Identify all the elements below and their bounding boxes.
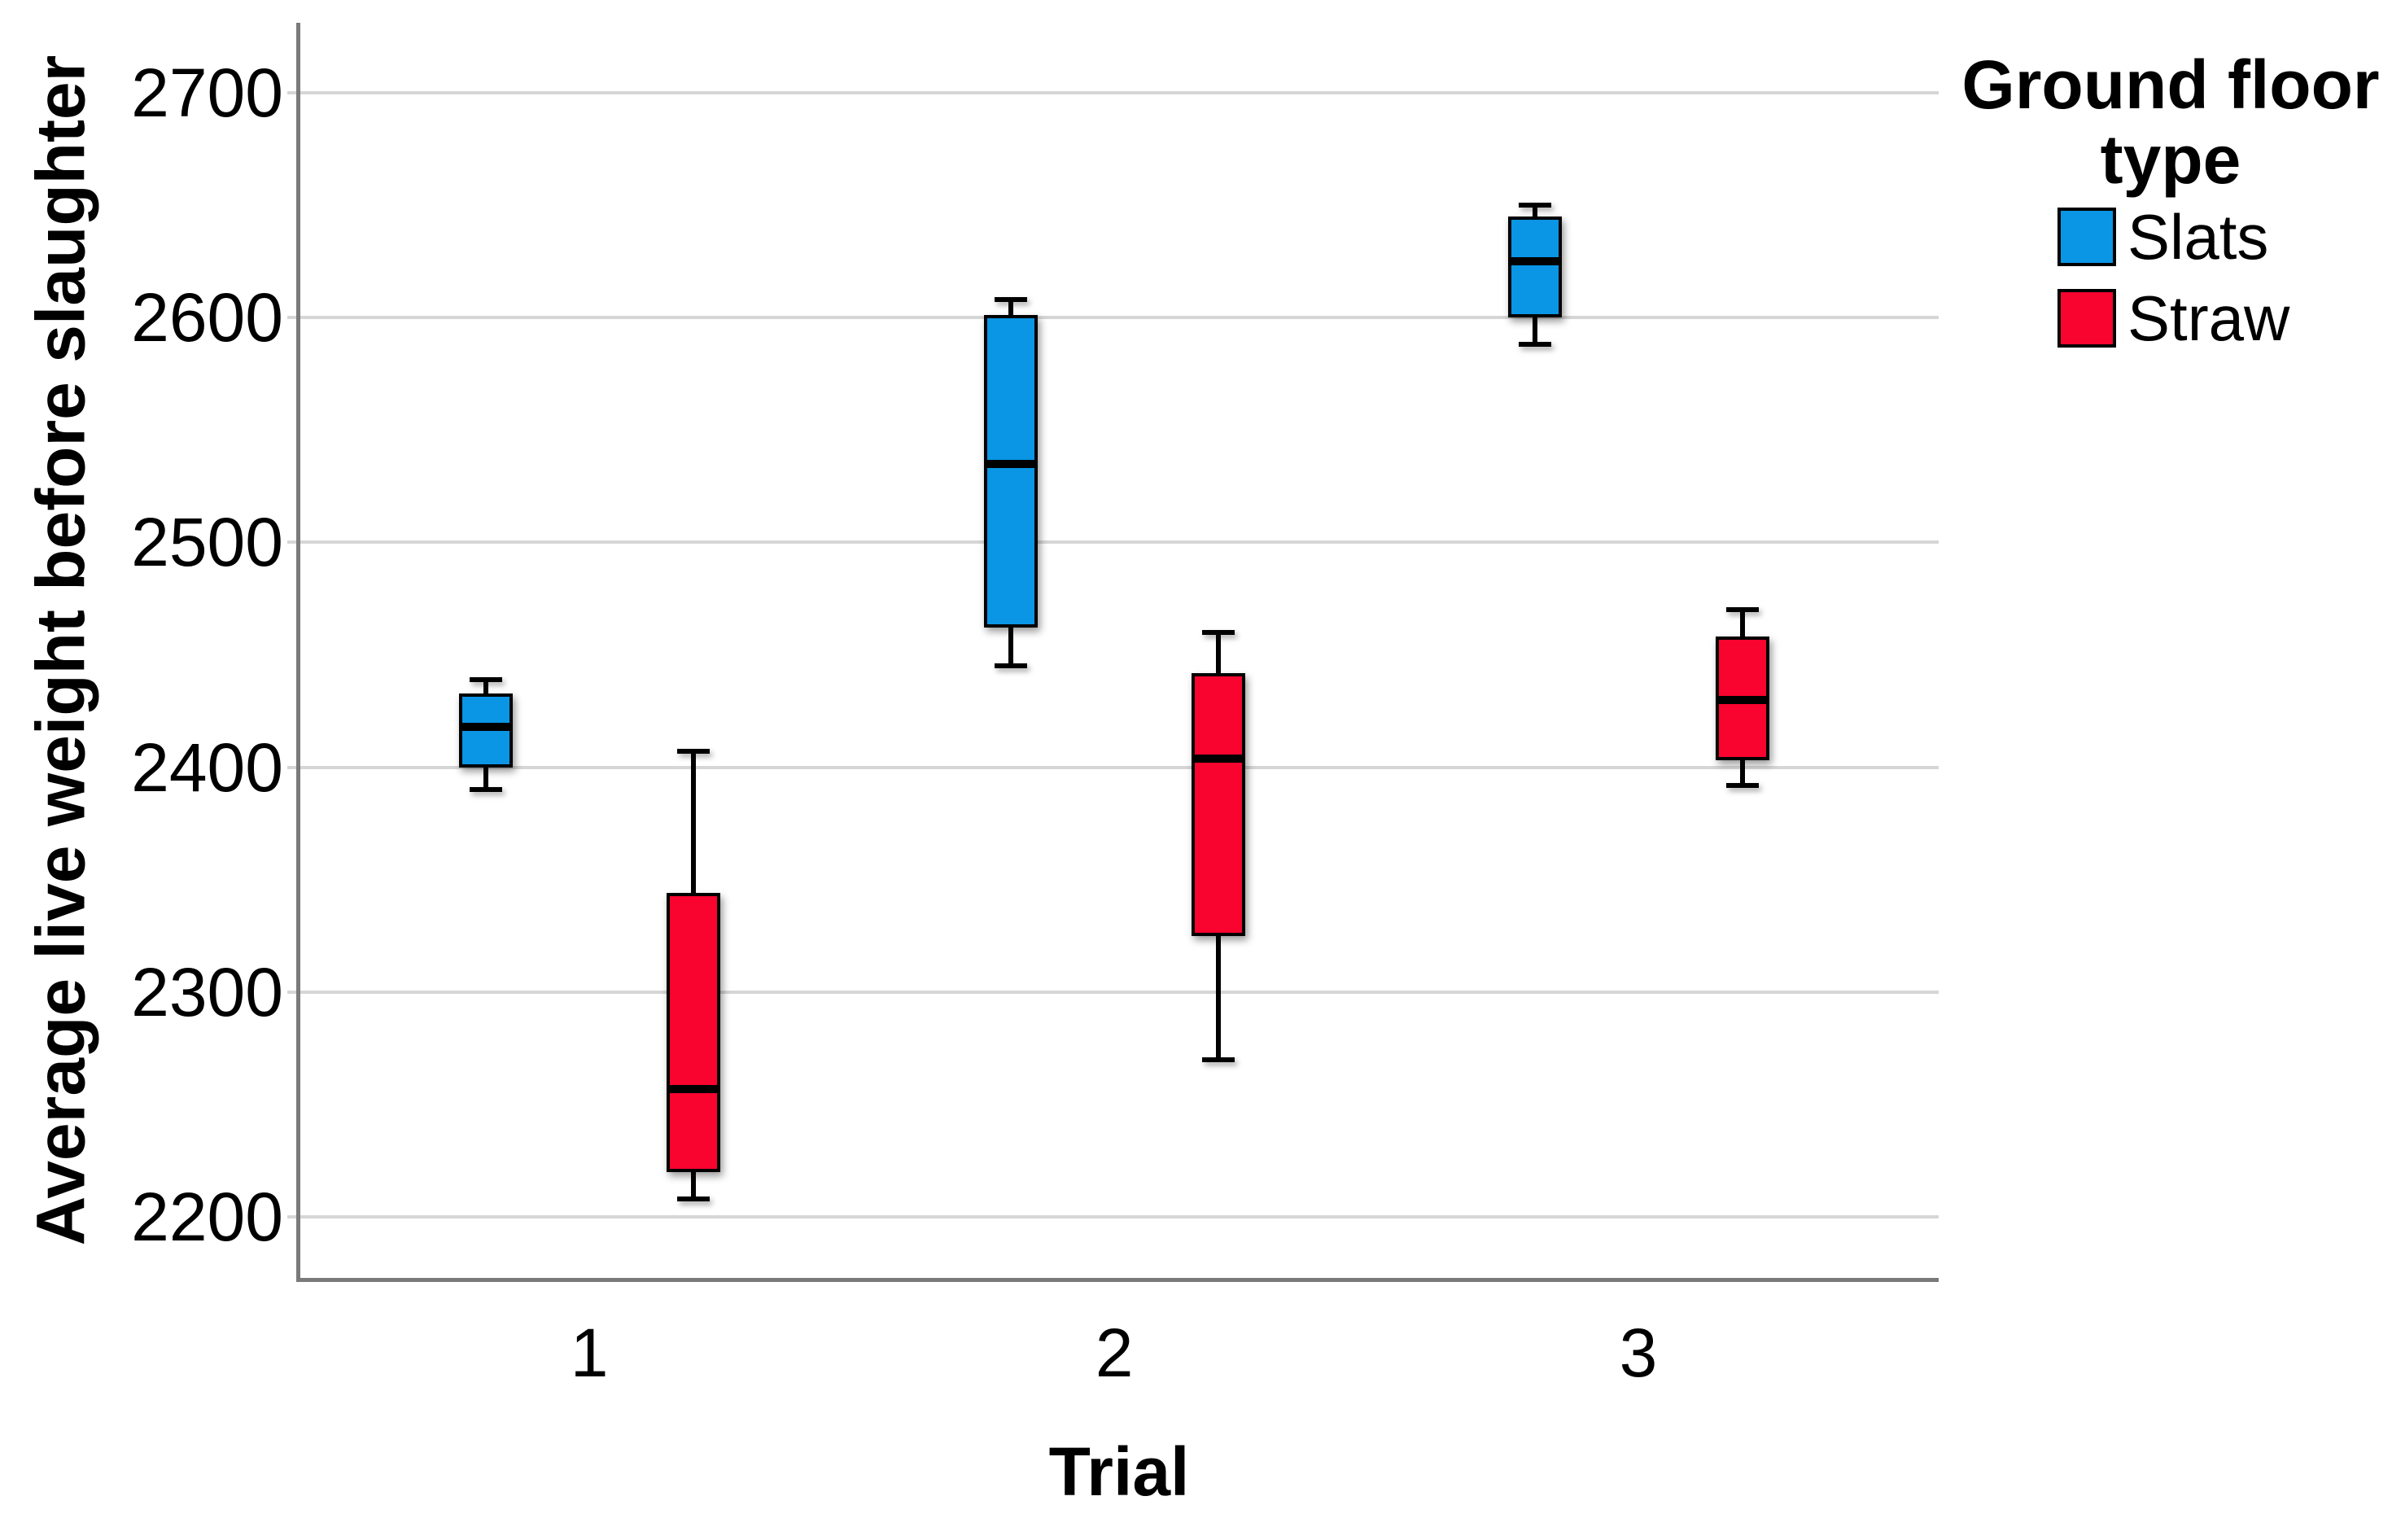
legend-item-slats: Slats <box>2057 201 2289 273</box>
whisker-cap-upper-slats-trial-2 <box>994 296 1027 302</box>
whisker-cap-upper-slats-trial-1 <box>469 676 502 682</box>
legend-items: Slats Straw <box>2057 201 2290 370</box>
box-straw-trial-1 <box>666 893 720 1173</box>
gridline-2200 <box>287 1215 1939 1219</box>
median-slats-trial-2 <box>986 459 1034 468</box>
whisker-cap-upper-slats-trial-3 <box>1518 202 1551 208</box>
gridline-2500 <box>287 540 1939 545</box>
x-tick-label-trial-1: 1 <box>570 1315 609 1391</box>
gridline-2600 <box>287 316 1939 319</box>
legend: Ground floor type Slats Straw <box>1943 46 2392 350</box>
x-axis-title: Trial <box>1048 1433 1190 1510</box>
y-axis-line <box>296 23 300 1282</box>
x-axis-line <box>296 1278 1939 1282</box>
whisker-cap-lower-straw-trial-3 <box>1725 782 1759 788</box>
whisker-cap-upper-straw-trial-3 <box>1725 607 1759 613</box>
legend-item-straw: Straw <box>2057 282 2290 354</box>
y-tick-label: 2700 <box>131 54 283 131</box>
y-tick-label: 2400 <box>131 728 283 806</box>
median-slats-trial-1 <box>461 722 509 731</box>
y-tick-label: 2600 <box>131 279 283 356</box>
box-slats-trial-2 <box>983 315 1038 628</box>
legend-swatch-straw-icon <box>2057 289 2116 348</box>
y-tick-label: 2300 <box>131 954 283 1031</box>
median-straw-trial-2 <box>1194 754 1242 763</box>
median-straw-trial-3 <box>1718 695 1766 704</box>
gridline-2700 <box>287 90 1939 94</box>
median-slats-trial-3 <box>1511 256 1559 265</box>
y-axis-title: Average live weight before slaughter <box>22 55 99 1246</box>
box-slats-trial-3 <box>1507 216 1562 317</box>
whisker-cap-lower-slats-trial-3 <box>1518 342 1551 348</box>
y-tick-label: 2200 <box>131 1179 283 1256</box>
gridline-2400 <box>287 765 1939 769</box>
x-tick-label-trial-2: 2 <box>1095 1315 1134 1391</box>
legend-swatch-slats-icon <box>2057 208 2116 266</box>
box-straw-trial-2 <box>1191 672 1245 936</box>
whisker-cap-lower-straw-trial-2 <box>1201 1057 1235 1062</box>
median-straw-trial-1 <box>669 1084 717 1093</box>
gridline-2300 <box>287 991 1939 995</box>
whisker-cap-upper-straw-trial-1 <box>676 749 710 755</box>
legend-label-straw: Straw <box>2127 282 2290 354</box>
y-tick-label: 2500 <box>131 504 283 581</box>
x-tick-label-trial-3: 3 <box>1619 1315 1658 1391</box>
legend-label-slats: Slats <box>2127 201 2269 273</box>
legend-title: Ground floor type <box>1961 46 2380 198</box>
whisker-cap-lower-slats-trial-1 <box>469 787 502 793</box>
whisker-cap-upper-straw-trial-2 <box>1201 629 1235 635</box>
whisker-cap-lower-straw-trial-1 <box>676 1197 710 1202</box>
whisker-cap-lower-slats-trial-2 <box>994 663 1027 669</box>
